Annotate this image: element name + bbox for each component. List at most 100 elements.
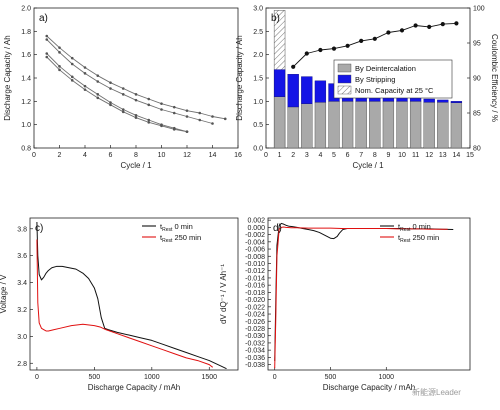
panel-b-legend-swatch [337, 74, 352, 84]
panel-b-x-tick-label: 9 [386, 152, 390, 159]
watermark-text: 新能源Leader [412, 387, 461, 397]
panel-b-x-tick-label: 14 [453, 152, 461, 159]
panel-c-x-axis-label: Discharge Capacity / mAh [88, 383, 180, 392]
panel-a-series-2-point [160, 108, 163, 111]
panel-b-deintercalation-bar [437, 102, 449, 149]
panel-b-stripping-bar [314, 80, 327, 103]
panel-a-series-2-point [70, 62, 74, 66]
panel-b-x-tick-label: 5 [332, 152, 336, 159]
panel-c-y-tick-label: 2.8 [17, 361, 27, 368]
panel-b-x-tick-label: 3 [305, 152, 309, 159]
panel-b-x-tick-label: 8 [373, 152, 377, 159]
panel-c-legend-entry: tRest 0 min [160, 222, 193, 233]
panel-b-legend-entry: Nom. Capacity at 25 °C [355, 86, 434, 95]
panel-a-series-4-point [58, 68, 61, 72]
panel-b-stripping-bar [287, 74, 299, 108]
panel-b-y2-tick-label: 90 [473, 76, 481, 83]
panel-d-y-tick-label: -0.020 [245, 297, 265, 304]
panel-c-x-tick-label: 500 [89, 374, 101, 381]
panel-b-y-tick-label: 3.0 [253, 6, 263, 13]
panel-a-y-tick-label: 1.8 [21, 29, 31, 36]
panel-a-series-2-line [46, 39, 213, 124]
panel-a-series-3-point [45, 52, 49, 55]
panel-b-deintercalation-bar [355, 101, 367, 149]
panel-a-series-2-point [121, 93, 125, 96]
panel-a-x-tick-label: 14 [209, 152, 217, 159]
panel-a-series-4-point [172, 128, 176, 131]
panel-a-series-2-point [211, 122, 214, 125]
panel-a-x-tick-label: 2 [58, 152, 62, 159]
panel-d-y-tick-label: -0.032 [245, 340, 265, 347]
panel-b-deintercalation-bar [301, 103, 313, 149]
panel-a-y-axis-label: Discharge Capacity / Ah [3, 35, 12, 120]
panel-a-y-tick-label: 0.8 [21, 146, 31, 153]
panel-b-stripping-bar [437, 99, 449, 103]
panel-a-series-1-point [185, 109, 189, 112]
panel-d-series-0-min-line [274, 222, 454, 361]
panel-d-y-axis-label: dV dQ⁻¹ / V Ah⁻¹ [219, 264, 228, 324]
panel-b-efficiency-point [345, 43, 350, 48]
panel-a-series-1-point [172, 105, 176, 109]
panel-d-series-250-min-line [274, 226, 448, 369]
panel-a-label: a) [39, 13, 48, 24]
panel-b-deintercalation-bar [369, 101, 381, 149]
panel-d-label: d) [273, 223, 282, 234]
panel-a-series-3-point [121, 108, 125, 111]
panel-c-legend-sub: Rest [162, 227, 173, 233]
panel-b-deintercalation-bar [409, 101, 422, 149]
panel-b-y-tick-label: 1.0 [253, 99, 263, 106]
panel-d-y-tick-label: -0.010 [245, 261, 265, 268]
panel-b: 0 1 2 3 4 5 6 7 8 9 10 11 12 13 14 150.00.51.01.52.02.5… [235, 6, 499, 171]
panel-b-x-tick-label: 11 [412, 152, 419, 159]
panel-b-x-tick-label: 1 [278, 152, 282, 159]
panel-a-series-1-point [96, 74, 100, 77]
panel-a-y-tick-label: 1.4 [21, 76, 31, 83]
panel-c-y-tick-label: 3.8 [17, 226, 27, 233]
panel-a-series-4-point [96, 96, 100, 100]
panel-a-plot-frame [33, 7, 239, 149]
panel-a-series-2-point [109, 87, 112, 90]
panel-c-legend-main: t [160, 233, 163, 242]
panel-b-deintercalation-bar [423, 102, 435, 149]
panel-c-y-tick-label: 3.0 [17, 334, 27, 341]
panel-a-series-4-point [134, 116, 138, 119]
panel-a-x-tick-label: 16 [234, 152, 242, 159]
panel-a-series-2-point [172, 111, 176, 115]
panel-d-y-tick-label: -0.004 [245, 239, 265, 246]
panel-c-x-tick-label: 1500 [201, 374, 217, 381]
panel-a-series-4-point [185, 130, 189, 133]
panel-d-y-tick-label: -0.022 [245, 304, 265, 311]
panel-a-series-2-point [83, 72, 87, 75]
panel-b-deintercalation-bar [287, 106, 299, 149]
panel-a-series-2-point [45, 38, 49, 41]
panel-b-stripping-bar [450, 101, 463, 103]
panel-d-y-tick-label: -0.024 [245, 312, 265, 319]
panel-d-legend-entry: tRest 250 min [398, 233, 439, 244]
panel-a-series-1-point [198, 111, 202, 115]
panel-a-series-2-point [147, 103, 151, 107]
panel-c-y-tick-label: 3.2 [17, 307, 27, 314]
panel-d-y-tick-label: -0.018 [245, 290, 265, 297]
panel-b-legend-entry: By Deintercalation [355, 64, 416, 73]
panel-b-y2-tick-label: 85 [473, 111, 481, 118]
panel-b-deintercalation-bar [450, 102, 463, 149]
panel-d-y-tick-label: -0.038 [245, 362, 265, 369]
panel-b-deintercalation-bar [273, 96, 286, 149]
panel-c-y-tick-label: 3.4 [17, 280, 27, 287]
panel-a-y-tick-label: 2.0 [21, 6, 31, 13]
panel-a-series-4-point [147, 121, 151, 124]
panel-a-series-3-point [96, 93, 100, 96]
panel-c-legend-sub: Rest [162, 238, 173, 244]
panel-b-legend-entry: By Stripping [355, 75, 395, 84]
panel-b-efficiency-point [359, 38, 364, 44]
panel-b-efficiency-point [386, 30, 391, 35]
panel-d-y-tick-label: 0.002 [247, 218, 265, 225]
panel-a-y-tick-label: 1.2 [21, 99, 31, 106]
panel-a-series-2-point [198, 118, 202, 122]
panel-b-efficiency-point [331, 46, 337, 51]
panel-a-series-1-point [121, 87, 125, 90]
panel-b-x-axis-label: Cycle / 1 [352, 161, 384, 170]
panel-a-series-4-point [121, 110, 125, 114]
panel-c-legend-value: 0 min [172, 222, 192, 231]
